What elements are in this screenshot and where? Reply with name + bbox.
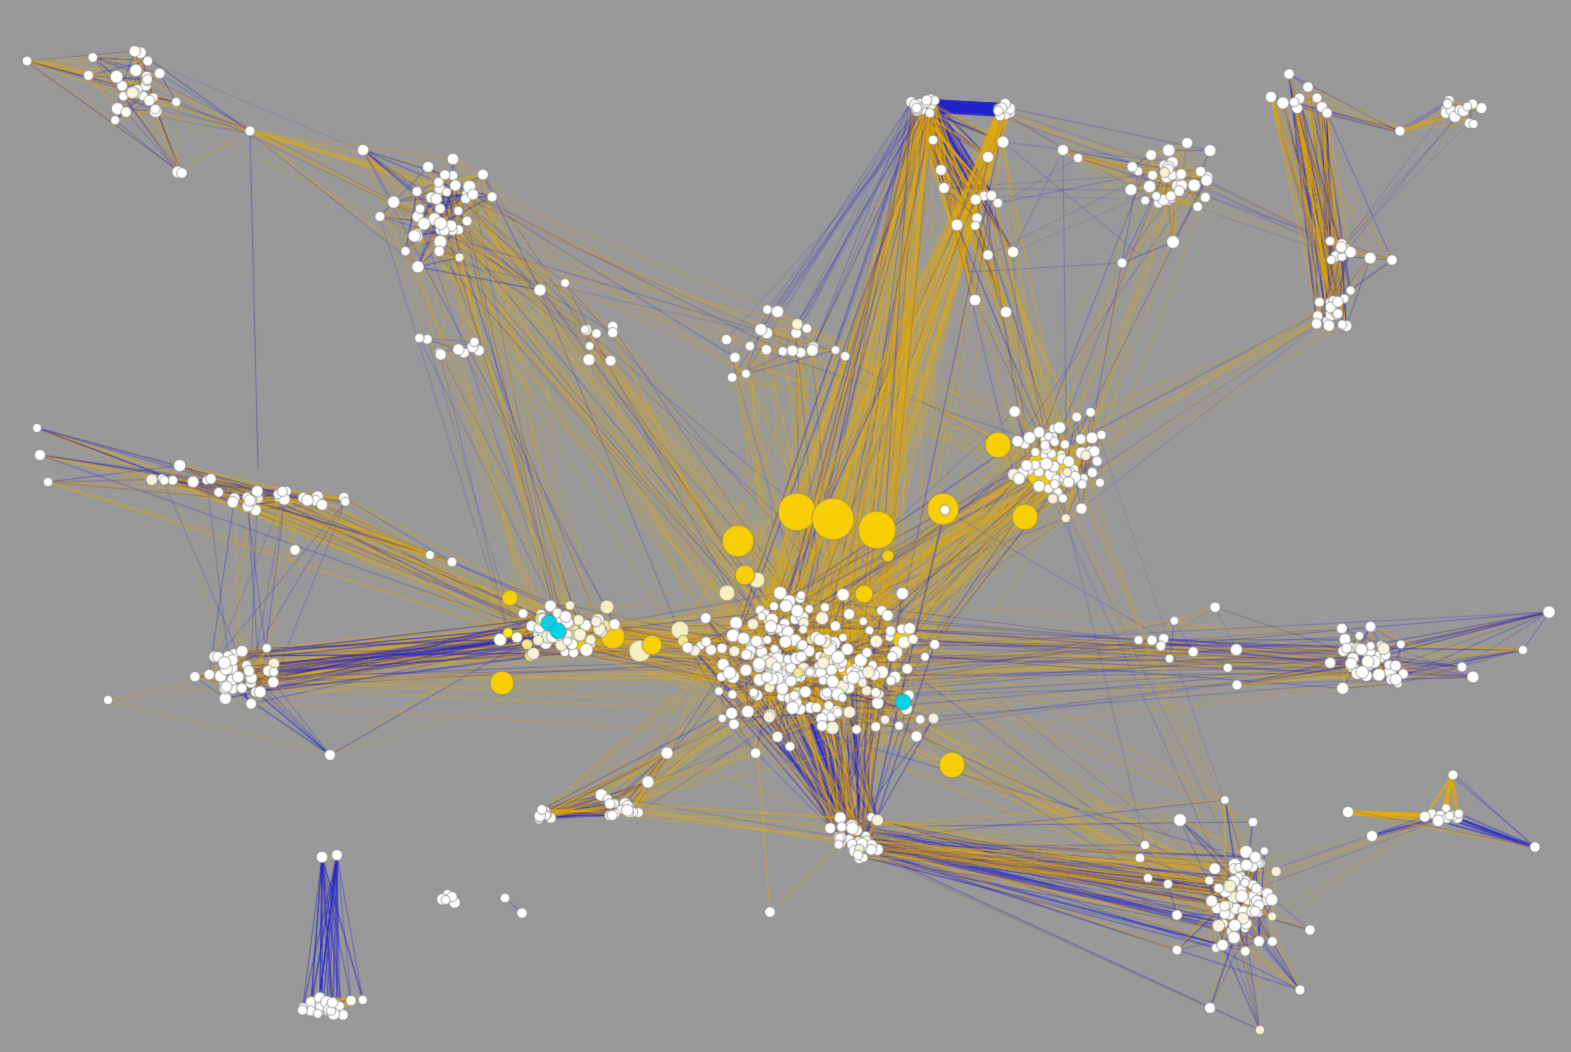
screenshot-root: { "meta": { "width": 1571, "height": 105… [0, 0, 1571, 1052]
graph-viewport[interactable] [0, 0, 1571, 1052]
network-graph[interactable] [0, 0, 1571, 1052]
